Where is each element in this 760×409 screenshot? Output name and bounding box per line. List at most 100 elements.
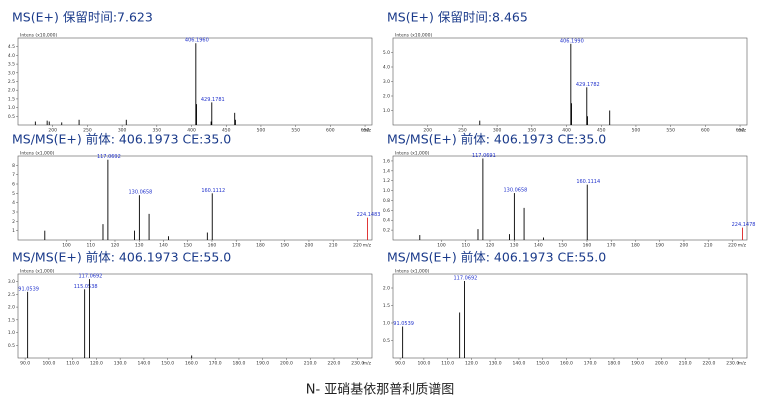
x-unit: m/z: [738, 361, 747, 367]
x-tick-label: 210.0: [304, 361, 317, 367]
x-tick-label: 160.0: [185, 361, 198, 367]
x-tick-label: 200.0: [280, 361, 293, 367]
y-tick-label: 3: [12, 210, 15, 216]
peak-label: 160.1114: [576, 179, 600, 185]
x-tick-label: 500: [257, 128, 266, 134]
peak-label: 91.0539: [18, 286, 39, 292]
x-tick-label: 220.0: [703, 361, 716, 367]
x-tick-label: 250: [458, 128, 467, 134]
x-tick-label: 90.0: [20, 361, 30, 367]
x-tick-label: 190.0: [256, 361, 269, 367]
y-tick-label: 4.0: [8, 53, 15, 59]
x-tick-label: 550: [291, 128, 300, 134]
y-axis-label: Intens (x1,000): [20, 151, 55, 157]
x-tick-label: 110: [461, 243, 470, 249]
y-tick-label: 2.0: [8, 305, 15, 311]
panel-title: MS/MS(E+) 前体: 406.1973 CE:35.0: [387, 132, 606, 147]
y-tick-label: 1.5: [8, 96, 15, 102]
y-tick-label: 1.6: [383, 158, 390, 164]
x-tick-label: 110: [86, 243, 95, 249]
x-tick-label: 130.0: [114, 361, 127, 367]
panel-title: MS/MS(E+) 前体: 406.1973 CE:55.0: [12, 250, 231, 265]
y-tick-label: 0.8: [383, 198, 390, 204]
peak-label: 130.0658: [128, 190, 152, 196]
x-tick-label: 300: [493, 128, 502, 134]
x-tick-label: 200: [48, 128, 57, 134]
peak-label: 429.1782: [576, 82, 600, 88]
plot-frame: [17, 273, 373, 359]
x-tick-label: 170: [232, 243, 241, 249]
x-tick-label: 200: [680, 243, 689, 249]
peak-label: 406.1960: [185, 38, 209, 44]
peak-label: 406.1990: [560, 38, 584, 44]
x-tick-label: 550: [666, 128, 675, 134]
y-tick-label: 1.5: [8, 317, 15, 323]
x-tick-label: 250: [83, 128, 92, 134]
plot-frame: [392, 37, 748, 126]
x-tick-label: 500: [632, 128, 641, 134]
x-tick-label: 230.0: [726, 361, 739, 367]
x-tick-label: 220: [728, 243, 737, 249]
y-tick-label: 1.0: [383, 188, 390, 194]
panel-title: MS/MS(E+) 前体: 406.1973 CE:35.0: [12, 132, 231, 147]
peak-label: 117.0692: [79, 274, 103, 280]
x-tick-label: 170.0: [209, 361, 222, 367]
x-tick-label: 120: [486, 243, 495, 249]
x-tick-label: 180: [256, 243, 265, 249]
x-tick-label: 230.0: [351, 361, 364, 367]
peak-label: 224.1483: [357, 212, 381, 218]
x-tick-label: 220: [353, 243, 362, 249]
panel-title: MS(E+) 保留时间:8.465: [387, 10, 528, 25]
x-unit: m/z: [738, 128, 747, 134]
y-tick-label: 3.0: [8, 279, 15, 285]
x-unit: m/z: [738, 243, 747, 249]
x-tick-label: 120.0: [465, 361, 478, 367]
x-tick-label: 350: [528, 128, 537, 134]
y-tick-label: 2.5: [8, 292, 15, 298]
y-tick-label: 0.5: [383, 338, 390, 344]
y-tick-label: 1.5: [383, 303, 390, 309]
x-tick-label: 190.0: [631, 361, 644, 367]
y-axis-label: Intens (x1,000): [20, 269, 55, 275]
x-tick-label: 130.0: [489, 361, 502, 367]
x-unit: m/z: [363, 128, 372, 134]
x-tick-label: 350: [153, 128, 162, 134]
x-tick-label: 130: [135, 243, 144, 249]
y-tick-label: 0.5: [8, 343, 15, 349]
y-tick-label: 3.0: [8, 70, 15, 76]
y-tick-label: 1.0: [383, 321, 390, 327]
x-tick-label: 150: [558, 243, 567, 249]
y-axis-label: Intens (x1,000): [395, 151, 430, 157]
x-tick-label: 140: [159, 243, 168, 249]
y-tick-label: 1.2: [383, 178, 390, 184]
x-tick-label: 100: [437, 243, 446, 249]
y-tick-label: 5.0: [383, 50, 390, 56]
x-tick-label: 600: [326, 128, 335, 134]
x-tick-label: 450: [222, 128, 231, 134]
y-tick-label: 8: [12, 163, 15, 169]
y-tick-label: 4.5: [8, 44, 15, 50]
x-tick-label: 450: [597, 128, 606, 134]
x-tick-label: 100.0: [42, 361, 55, 367]
x-tick-label: 120: [111, 243, 120, 249]
x-tick-label: 650: [361, 128, 370, 134]
plot-frame: [17, 155, 373, 241]
plot-frame: [392, 273, 748, 359]
x-tick-label: 150.0: [161, 361, 174, 367]
x-tick-label: 120.0: [90, 361, 103, 367]
x-tick-label: 180: [631, 243, 640, 249]
y-tick-label: 1.4: [383, 168, 390, 174]
x-tick-label: 90.0: [395, 361, 405, 367]
x-tick-label: 210: [704, 243, 713, 249]
x-tick-label: 200: [305, 243, 314, 249]
y-tick-label: 1.0: [383, 108, 390, 114]
y-axis-label: Intens (x10,000): [20, 33, 58, 39]
y-tick-label: 0.2: [383, 228, 390, 234]
figure-caption: N- 亚硝基依那普利质谱图: [306, 383, 455, 398]
x-tick-label: 110.0: [66, 361, 79, 367]
y-tick-label: 4: [12, 200, 15, 206]
x-tick-label: 180.0: [608, 361, 621, 367]
peak-label: 117.0692: [454, 276, 478, 282]
y-tick-label: 5: [12, 191, 15, 197]
